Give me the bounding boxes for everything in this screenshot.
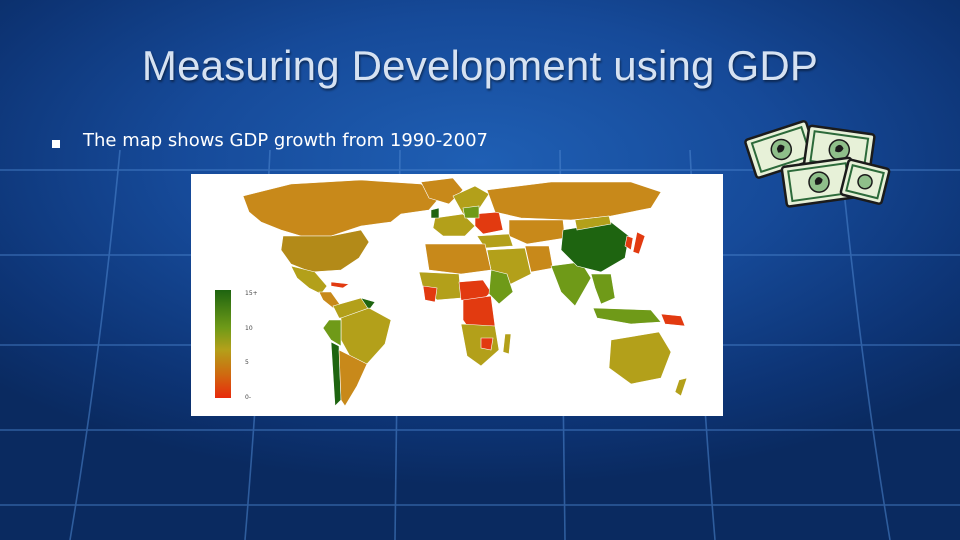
region-east-africa <box>488 269 514 305</box>
region-guiana <box>360 297 376 311</box>
bullet-square-icon <box>52 140 60 148</box>
region-japan <box>632 231 646 255</box>
region-australia <box>608 331 672 385</box>
region-kazakhstan <box>508 219 566 245</box>
region-indonesia <box>592 307 662 325</box>
region-scandinavia <box>452 185 490 215</box>
region-russia <box>486 181 662 221</box>
region-chile <box>330 341 342 407</box>
region-southeast-asia <box>590 273 616 305</box>
legend-label-10: 10 <box>245 325 253 332</box>
gdp-growth-world-map: 15+ 10 5 0- <box>191 174 723 416</box>
region-madagascar <box>502 333 512 355</box>
region-eastern-europe <box>474 211 504 235</box>
region-north-africa <box>424 243 492 275</box>
region-peru-bolivia <box>322 319 342 347</box>
money-bills-icon <box>744 120 891 208</box>
region-china <box>560 221 630 273</box>
legend-label-0: 0- <box>245 394 251 401</box>
legend-label-15: 15+ <box>245 290 258 297</box>
region-zimbabwe <box>480 337 494 351</box>
region-new-zealand <box>674 377 688 397</box>
legend-label-5: 5 <box>245 359 249 366</box>
region-canada-alaska <box>242 179 442 237</box>
bullet-text: The map shows GDP growth from 1990-2007 <box>83 130 488 151</box>
region-southern-africa <box>460 323 500 367</box>
region-mongolia <box>574 215 612 231</box>
region-western-europe <box>432 213 476 237</box>
region-argentina <box>338 349 368 407</box>
slide-title: Measuring Development using GDP <box>141 42 819 89</box>
region-ireland <box>430 207 440 219</box>
region-brazil <box>340 307 392 365</box>
map-legend: 15+ 10 5 0- <box>215 290 258 401</box>
region-new-guinea <box>660 313 686 327</box>
region-poland <box>462 205 480 219</box>
region-india <box>550 261 592 307</box>
region-usa <box>280 229 370 273</box>
region-caribbean <box>330 281 350 289</box>
region-korea <box>624 235 634 251</box>
region-sierra-leone <box>422 285 438 303</box>
world-map-graphic: 15+ 10 5 0- <box>215 177 688 407</box>
legend-color-scale <box>215 290 231 398</box>
